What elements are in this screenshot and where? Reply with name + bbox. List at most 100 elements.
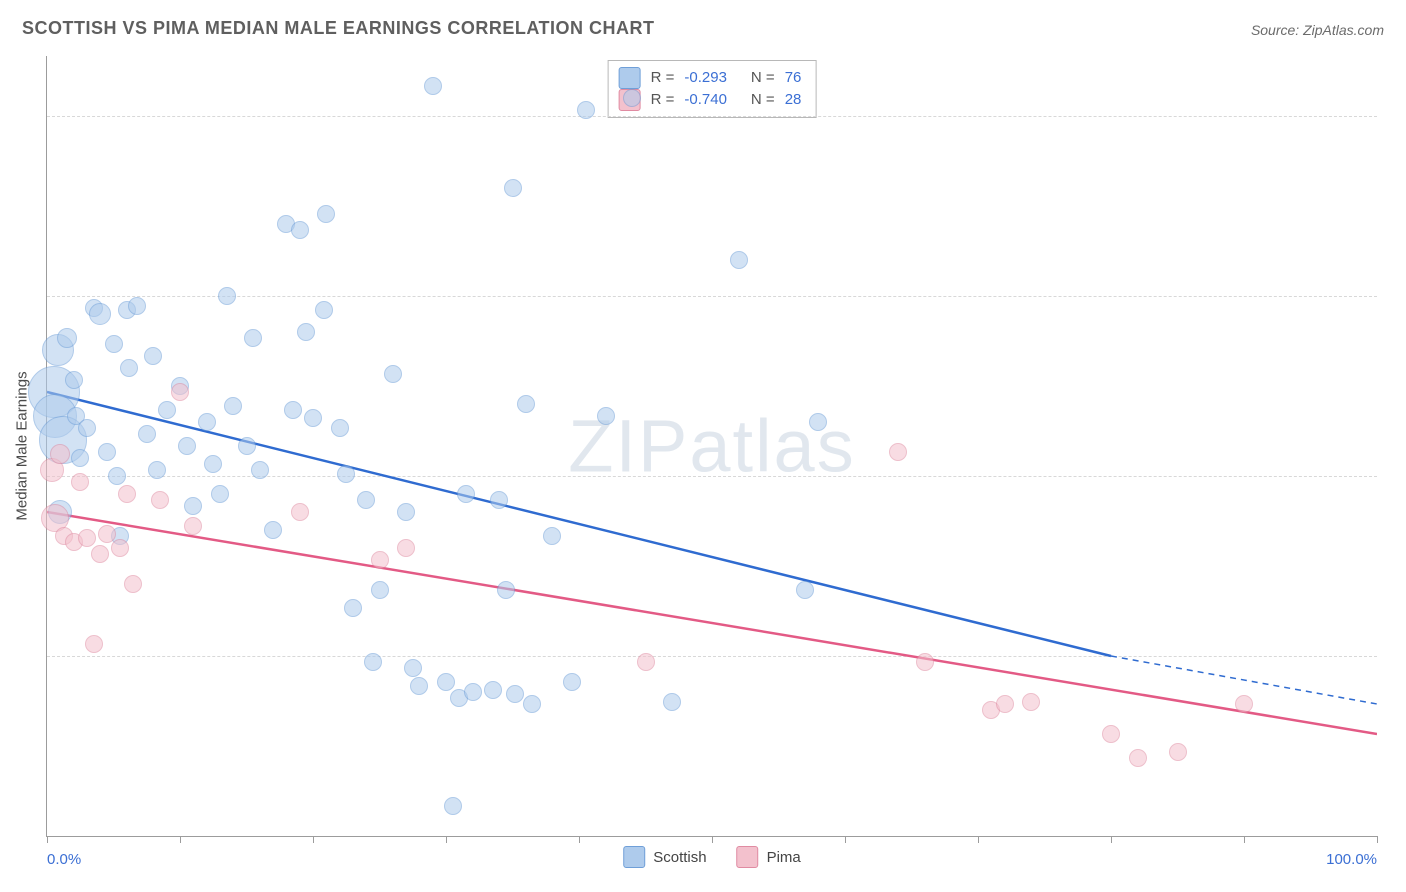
data-point: [57, 328, 77, 348]
x-tick: [180, 836, 181, 843]
data-point: [1235, 695, 1253, 713]
stat-n-label: N =: [751, 89, 775, 111]
data-point: [916, 653, 934, 671]
data-point: [111, 539, 129, 557]
data-point: [517, 395, 535, 413]
plot-area: ZIPatlas R =-0.293N =76R =-0.740N =28 Sc…: [46, 56, 1377, 837]
data-point: [85, 635, 103, 653]
data-point: [264, 521, 282, 539]
data-point: [144, 347, 162, 365]
data-point: [291, 221, 309, 239]
data-point: [490, 491, 508, 509]
legend-label: Pima: [767, 849, 801, 866]
x-tick: [47, 836, 48, 843]
x-tick: [1111, 836, 1112, 843]
data-point: [506, 685, 524, 703]
data-point: [497, 581, 515, 599]
x-tick: [845, 836, 846, 843]
data-point: [1102, 725, 1120, 743]
x-axis-min-label: 0.0%: [47, 851, 81, 868]
data-point: [410, 677, 428, 695]
data-point: [1169, 743, 1187, 761]
data-point: [124, 575, 142, 593]
data-point: [284, 401, 302, 419]
bottom-legend: Scottish Pima: [623, 846, 801, 868]
data-point: [120, 359, 138, 377]
data-point: [796, 581, 814, 599]
x-tick: [579, 836, 580, 843]
data-point: [364, 653, 382, 671]
x-tick: [1377, 836, 1378, 843]
data-point: [597, 407, 615, 425]
data-point: [317, 205, 335, 223]
stat-n-value: 76: [785, 67, 802, 89]
stat-r-label: R =: [651, 89, 675, 111]
data-point: [337, 465, 355, 483]
gridline: [47, 656, 1377, 657]
legend-swatch: [623, 846, 645, 868]
stats-row: R = -0.740 N = 28: [619, 89, 802, 111]
data-point: [371, 551, 389, 569]
data-point: [91, 545, 109, 563]
data-point: [98, 525, 116, 543]
data-point: [563, 673, 581, 691]
data-point: [78, 529, 96, 547]
x-tick: [978, 836, 979, 843]
source-label: Source: ZipAtlas.com: [1251, 22, 1384, 38]
y-tick-label: $50,000: [1387, 468, 1406, 485]
gridline: [47, 296, 1377, 297]
data-point: [304, 409, 322, 427]
data-point: [158, 401, 176, 419]
x-tick: [712, 836, 713, 843]
data-point: [484, 681, 502, 699]
data-point: [623, 89, 641, 107]
data-point: [204, 455, 222, 473]
stat-r-value: -0.740: [684, 89, 727, 111]
data-point: [424, 77, 442, 95]
data-point: [504, 179, 522, 197]
data-point: [71, 473, 89, 491]
data-point: [1022, 693, 1040, 711]
y-axis-label-wrap: Median Male Earnings: [12, 0, 32, 892]
data-point: [251, 461, 269, 479]
data-point: [297, 323, 315, 341]
data-point: [437, 673, 455, 691]
legend-swatch: [737, 846, 759, 868]
data-point: [397, 503, 415, 521]
data-point: [128, 297, 146, 315]
data-point: [730, 251, 748, 269]
legend-item: Pima: [737, 846, 801, 868]
legend-label: Scottish: [653, 849, 706, 866]
data-point: [1129, 749, 1147, 767]
y-tick-label: $35,000: [1387, 648, 1406, 665]
data-point: [238, 437, 256, 455]
data-point: [89, 303, 111, 325]
data-point: [637, 653, 655, 671]
data-point: [371, 581, 389, 599]
data-point: [344, 599, 362, 617]
data-point: [464, 683, 482, 701]
data-point: [996, 695, 1014, 713]
data-point: [809, 413, 827, 431]
stats-row: R =-0.293N =76: [619, 67, 802, 89]
data-point: [291, 503, 309, 521]
x-axis-max-label: 100.0%: [1326, 851, 1377, 868]
data-point: [138, 425, 156, 443]
data-point: [523, 695, 541, 713]
data-point: [211, 485, 229, 503]
y-tick-label: $80,000: [1387, 108, 1406, 125]
stat-n-value: 28: [785, 89, 802, 111]
gridline: [47, 116, 1377, 117]
data-point: [404, 659, 422, 677]
data-point: [105, 335, 123, 353]
data-point: [218, 287, 236, 305]
data-point: [65, 371, 83, 389]
stat-r-value: -0.293: [684, 67, 727, 89]
data-point: [244, 329, 262, 347]
data-point: [224, 397, 242, 415]
data-point: [108, 467, 126, 485]
data-point: [397, 539, 415, 557]
data-point: [331, 419, 349, 437]
legend-item: Scottish: [623, 846, 706, 868]
data-point: [71, 449, 89, 467]
